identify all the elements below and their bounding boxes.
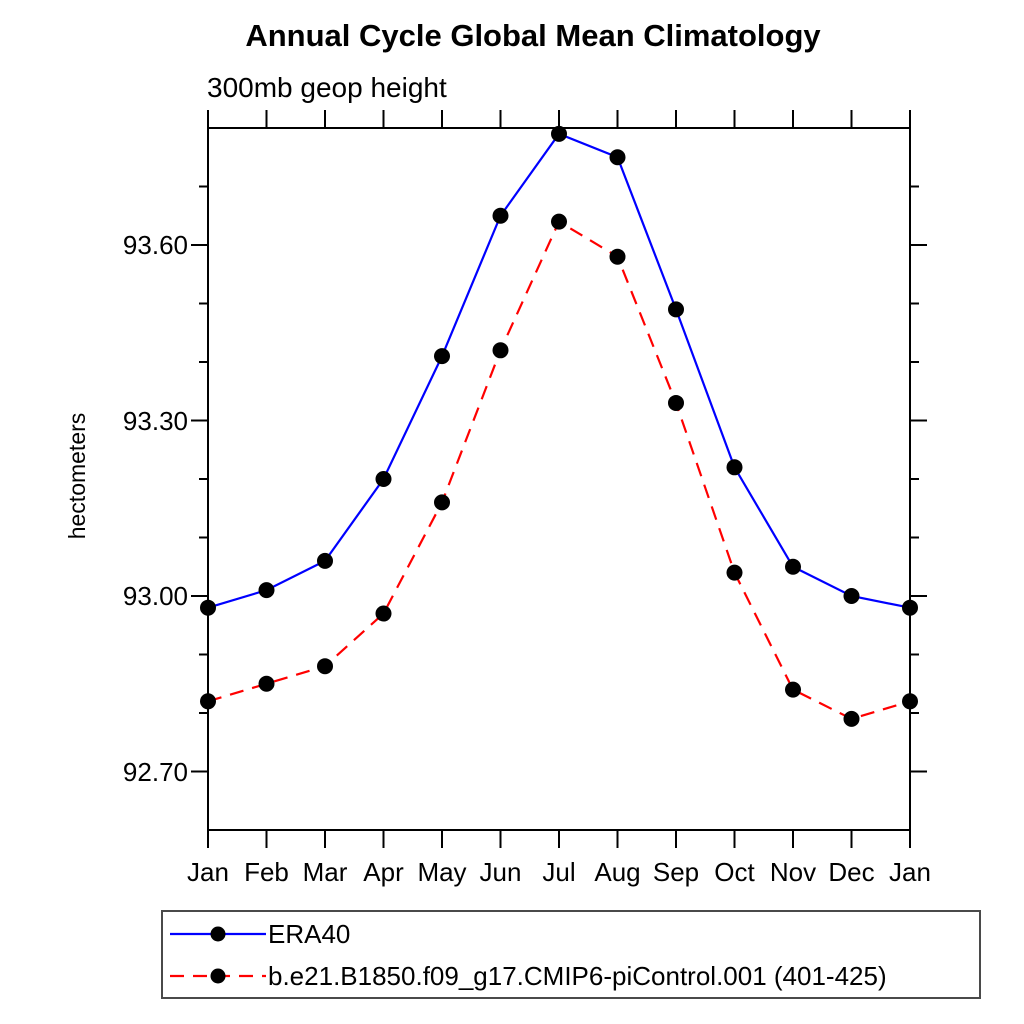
data-point-marker (375, 471, 392, 487)
data-point-marker (902, 693, 918, 710)
picontrol-legend-marker-icon (210, 968, 226, 983)
data-point-marker (492, 207, 509, 224)
legend-row-picontrol: b.e21.B1850.f09_g17.CMIP6-piControl.001 … (168, 956, 979, 996)
x-tick-label: Mar (302, 857, 348, 887)
data-point-marker (200, 599, 216, 616)
data-point-marker (902, 599, 918, 616)
chart-title: Annual Cycle Global Mean Climatology (245, 18, 821, 53)
picontrol-legend-line-sample (170, 968, 266, 983)
era40-legend-marker-icon (210, 926, 226, 941)
era40-legend-line-sample (170, 926, 266, 941)
x-tick-label: Apr (363, 857, 404, 887)
data-point-marker (492, 342, 509, 359)
x-tick-label: Jan (187, 857, 229, 887)
data-point-marker (317, 552, 333, 569)
data-point-marker (726, 564, 743, 581)
data-point-marker (434, 494, 450, 511)
x-tick-label: Feb (244, 857, 289, 887)
data-point-marker (551, 125, 567, 142)
x-tick-label: May (417, 857, 467, 887)
legend-row-era40: ERA40 (168, 914, 979, 954)
data-point-marker (843, 588, 860, 604)
data-point-marker (317, 658, 333, 675)
legend-label-picontrol: b.e21.B1850.f09_g17.CMIP6-piControl.001 … (268, 960, 887, 991)
x-tick-label: Aug (594, 857, 641, 887)
data-point-marker (551, 213, 567, 230)
x-tick-label: Oct (714, 857, 755, 887)
x-tick-label: Nov (769, 857, 817, 887)
x-tick-label: Jul (542, 857, 576, 887)
data-point-marker (785, 558, 801, 575)
data-point-marker (726, 459, 743, 476)
series-line-era40 (207, 132, 911, 609)
x-tick-label: Dec (828, 857, 875, 887)
legend-label-era40: ERA40 (268, 918, 351, 949)
x-tick-label: Jan (889, 857, 931, 887)
data-point-marker (668, 394, 684, 411)
data-point-marker (609, 149, 626, 166)
data-point-marker (843, 710, 860, 727)
data-point-marker (668, 301, 684, 318)
data-point-marker (434, 348, 450, 365)
plot-frame (207, 127, 911, 831)
data-point-marker (258, 675, 275, 692)
series-line-picontrol (207, 220, 911, 721)
chart-subtitle: 300mb geop height (207, 72, 447, 103)
data-point-marker (785, 681, 801, 698)
y-tick-label: 92.70 (122, 756, 188, 787)
y-tick-label: 93.60 (122, 230, 188, 260)
legend: ERA40 b.e21.B1850.f09_g17.CMIP6-piContro… (161, 910, 981, 999)
data-point-marker (609, 248, 626, 265)
x-tick-label: Jun (479, 857, 522, 887)
x-tick-label: Sep (652, 857, 700, 887)
data-point-marker (258, 582, 275, 599)
y-tick-label: 93.30 (122, 405, 188, 436)
y-tick-label: 93.00 (122, 581, 188, 611)
data-point-marker (200, 693, 216, 710)
data-point-marker (375, 605, 392, 622)
